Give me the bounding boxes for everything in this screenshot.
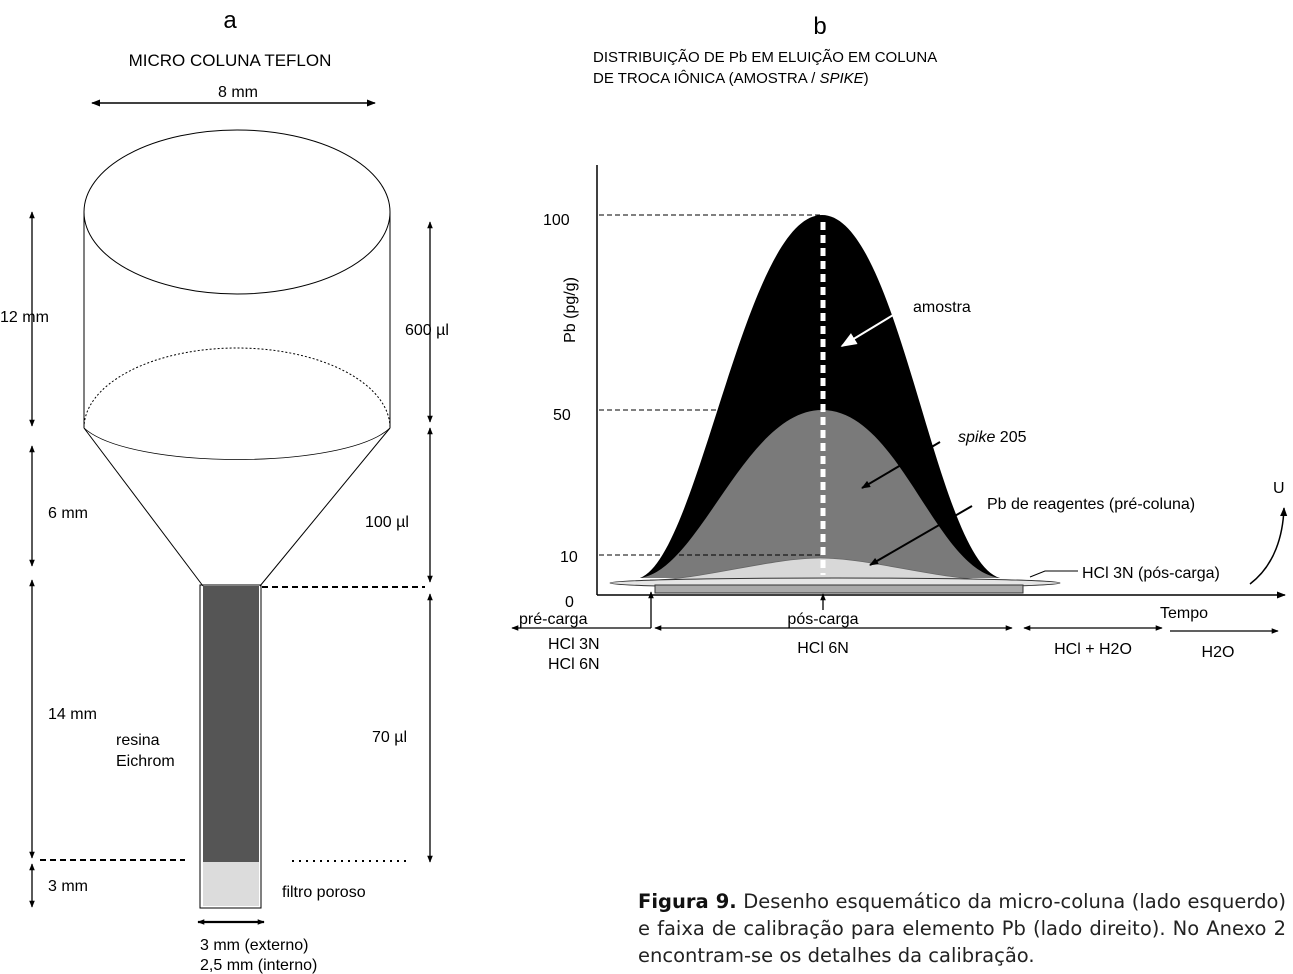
hcl6n-left-label: HCl 6N [548, 656, 600, 673]
ytick-100: 100 [543, 212, 570, 229]
reagentes-curve [649, 557, 996, 581]
vol-600-label: 600 µl [405, 322, 449, 339]
width-internal-label: 2,5 mm (interno) [200, 957, 317, 974]
figure-caption: Figura 9. Desenho esquemático da micro-c… [638, 888, 1286, 969]
cylinder-top-ellipse [83, 129, 391, 295]
caption-text: Desenho esquemático da micro-coluna (lad… [638, 890, 1286, 967]
amostra-label: amostra [913, 299, 971, 316]
panel-a: a MICRO COLUNA TEFLON 8 mm 12 mm 6 mm 14… [0, 7, 449, 974]
tempo-label: Tempo [1160, 605, 1208, 622]
width-external-label: 3 mm (externo) [200, 937, 308, 954]
vol-70-label: 70 µl [372, 729, 407, 746]
resin-label-line2: Eichrom [116, 753, 175, 770]
ytick-0: 0 [565, 594, 574, 611]
vol-100-label: 100 µl [365, 514, 409, 531]
dim-8mm-label: 8 mm [218, 84, 258, 101]
panel-b-title-line1: DISTRIBUIÇÃO DE Pb EM ELUIÇÃO EM COLUNA [593, 49, 937, 66]
dim-12mm-label: 12 mm [0, 309, 49, 326]
u-arrow [1249, 507, 1288, 585]
hcl6n-label: HCl 6N [797, 640, 849, 657]
ytick-50: 50 [553, 407, 571, 424]
funnel-left [83, 427, 204, 587]
panel-b-title-line2: DE TROCA IÔNICA (AMOSTRA / SPIKE) [593, 70, 869, 87]
pre-carga-label: pré-carga [519, 611, 588, 628]
hcl3n-label: HCl 3N [548, 636, 600, 653]
spike-curve [640, 410, 1000, 578]
hcl3n-callout-line [1029, 570, 1078, 578]
hcl3n-pos-label: HCl 3N (pós-carga) [1082, 565, 1220, 582]
dim-3mm-label: 3 mm [48, 878, 88, 895]
resin-label-line1: resina [116, 732, 160, 749]
reagentes-arrow [869, 505, 973, 566]
dim-14mm-label: 14 mm [48, 706, 97, 723]
funnel-right [259, 427, 391, 587]
stem-outline [199, 584, 262, 909]
spike-arrow [861, 441, 941, 489]
h2o-label: H2O [1202, 644, 1235, 661]
filter-fill [203, 862, 259, 906]
ytick-10: 10 [560, 549, 578, 566]
dim-6mm-label: 6 mm [48, 505, 88, 522]
hcl-h2o-label: HCl + H2O [1054, 641, 1132, 658]
u-label: U [1273, 480, 1285, 497]
spike-label: spike 205 [958, 429, 1027, 446]
cylinder-bottom-back [83, 347, 391, 429]
y-axis-label: Pb (pg/g) [562, 277, 579, 343]
panel-a-title: MICRO COLUNA TEFLON [129, 51, 332, 70]
cylinder-bottom-front [83, 427, 391, 460]
resin-fill [203, 586, 259, 862]
pos-carga-label: pós-carga [787, 611, 858, 628]
caption-label: Figura 9. [638, 890, 737, 913]
amostra-arrow [840, 305, 909, 347]
panel-b: b DISTRIBUIÇÃO DE Pb EM ELUIÇÃO EM COLUN… [511, 13, 1288, 673]
reagentes-label: Pb de reagentes (pré-coluna) [987, 496, 1195, 513]
filter-label: filtro poroso [282, 884, 366, 901]
panel-a-letter: a [223, 7, 237, 34]
baseline-bar [654, 584, 1024, 594]
panel-b-letter: b [813, 13, 826, 40]
